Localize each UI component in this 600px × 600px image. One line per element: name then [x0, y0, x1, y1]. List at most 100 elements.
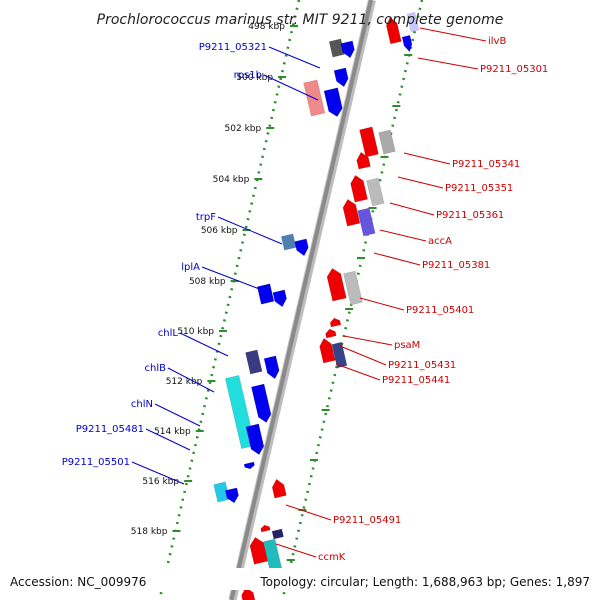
gene-label-reverse[interactable]: P9211_05381	[422, 260, 490, 271]
tick-label: 506 kbp	[201, 226, 238, 236]
gene-label-reverse[interactable]: P9211_05301	[480, 64, 548, 75]
leader-line-reverse	[335, 363, 381, 381]
label-leader-lines	[131, 27, 487, 558]
gene-reverse[interactable]	[385, 16, 402, 45]
gene-block-navy[interactable]	[331, 341, 348, 369]
gene-reverse[interactable]	[248, 536, 269, 565]
tick-label: 504 kbp	[213, 175, 250, 185]
gene-label-reverse[interactable]: ccmK	[318, 552, 346, 563]
gene-reverse[interactable]	[329, 317, 342, 328]
gene-reverse[interactable]	[271, 478, 287, 499]
gene-forward[interactable]	[251, 383, 272, 424]
topology-text: Topology: circular; Length: 1,688,963 bp…	[259, 575, 590, 589]
leader-line-forward	[145, 428, 191, 451]
gene-block-grey[interactable]	[343, 270, 363, 306]
tick-dot-tracks	[158, 0, 424, 600]
map-title: Prochlorococcus marinus str. MIT 9211, c…	[97, 12, 504, 28]
gene-forward[interactable]	[243, 461, 255, 470]
tick-label: 514 kbp	[154, 427, 191, 437]
leader-line-forward	[201, 266, 263, 291]
gene-forward[interactable]	[245, 423, 265, 456]
leader-line-forward	[179, 332, 229, 357]
gene-features	[213, 11, 420, 600]
backbone-line	[229, 0, 373, 600]
gene-label-reverse[interactable]: P9211_05441	[382, 375, 450, 386]
gene-block-purple[interactable]	[357, 207, 376, 237]
tick-label: 500 kbp	[236, 73, 273, 83]
gene-forward[interactable]	[294, 238, 310, 257]
tick-label: 498 kbp	[248, 22, 285, 32]
dots-outer-track	[158, 0, 301, 600]
gene-label-forward[interactable]: rps1b	[234, 70, 262, 81]
leader-line-forward	[263, 74, 319, 101]
gene-label-reverse[interactable]: ilvB	[488, 36, 506, 47]
leader-line-forward	[268, 46, 321, 69]
dots-inner-track	[281, 0, 424, 600]
leader-line-reverse	[389, 202, 435, 216]
gene-reverse[interactable]	[325, 267, 347, 302]
leader-line-reverse	[419, 27, 487, 42]
gene-label-reverse[interactable]: P9211_05401	[406, 305, 474, 316]
leader-line-reverse	[417, 57, 479, 70]
gene-label-reverse[interactable]: P9211_05361	[436, 210, 504, 221]
gene-reverse[interactable]	[359, 126, 379, 158]
gene-label-reverse[interactable]: P9211_05491	[333, 515, 401, 526]
gene-label-reverse[interactable]: P9211_05351	[445, 183, 513, 194]
gene-reverse[interactable]	[318, 337, 336, 364]
gene-label-reverse[interactable]: P9211_05431	[388, 360, 456, 371]
gene-block-grey[interactable]	[366, 177, 385, 207]
gene-label-reverse[interactable]: P9211_05341	[452, 159, 520, 170]
leader-line-reverse	[397, 176, 444, 189]
gene-forward[interactable]	[401, 34, 413, 53]
gene-reverse[interactable]	[341, 198, 361, 227]
gene-label-forward[interactable]: P9211_05481	[76, 424, 144, 435]
leader-line-reverse	[275, 543, 317, 558]
footer-background	[0, 568, 600, 590]
tick-label: 502 kbp	[225, 124, 262, 134]
gene-forward[interactable]	[323, 87, 344, 118]
tick-label: 508 kbp	[189, 277, 226, 287]
gene-block-grey[interactable]	[378, 129, 396, 155]
gene-forward[interactable]	[263, 355, 281, 380]
leader-line-reverse	[359, 297, 405, 311]
leader-line-reverse	[343, 335, 393, 346]
gene-forward[interactable]	[333, 67, 350, 88]
gene-label-forward[interactable]: chlL	[158, 328, 179, 339]
gene-forward[interactable]	[272, 289, 288, 308]
leader-line-reverse	[403, 152, 451, 165]
gene-block-steel[interactable]	[280, 233, 297, 251]
gene-block-indigo[interactable]	[245, 349, 263, 375]
gene-reverse[interactable]	[325, 328, 337, 339]
gene-label-forward[interactable]: P9211_05501	[62, 457, 130, 468]
gene-block-grey[interactable]	[328, 38, 345, 58]
gene-label-forward[interactable]: lplA	[181, 262, 200, 273]
gene-reverse[interactable]	[260, 524, 271, 533]
leader-line-reverse	[339, 345, 387, 366]
leader-line-forward	[167, 367, 215, 393]
gene-label-forward[interactable]: chlN	[131, 399, 153, 410]
gene-label-reverse[interactable]: psaM	[394, 340, 420, 351]
tick-label: 512 kbp	[166, 377, 203, 387]
leader-line-reverse	[373, 252, 421, 266]
gene-label-reverse[interactable]: accA	[428, 236, 452, 247]
leader-line-forward	[154, 403, 201, 427]
gene-forward[interactable]	[340, 40, 356, 59]
gene-label-forward[interactable]: trpF	[196, 212, 216, 223]
gene-forward[interactable]	[224, 487, 240, 504]
leader-line-reverse	[379, 229, 427, 242]
leader-line-reverse	[285, 504, 332, 521]
tick-label: 510 kbp	[177, 327, 214, 337]
gene-label-forward[interactable]: chlB	[145, 363, 167, 374]
leader-line-forward	[217, 216, 283, 245]
gene-reverse[interactable]	[355, 151, 371, 170]
gene-block-navy[interactable]	[271, 528, 284, 540]
gene-labels: P9211_05321 rps1b trpF lplA chlL chlB chlN P921…	[62, 36, 549, 563]
accession-text: Accession: NC_009976	[10, 575, 146, 589]
gene-reverse[interactable]	[349, 174, 368, 203]
genome-backbone	[228, 0, 376, 600]
gene-forward[interactable]	[256, 283, 275, 305]
gene-label-forward[interactable]: P9211_05321	[199, 42, 267, 53]
scale-ticks: 498 kbp 500 kbp 502 kbp 504 kbp 506 kbp 508 k…	[131, 22, 413, 561]
gene-block-light[interactable]	[406, 11, 420, 33]
